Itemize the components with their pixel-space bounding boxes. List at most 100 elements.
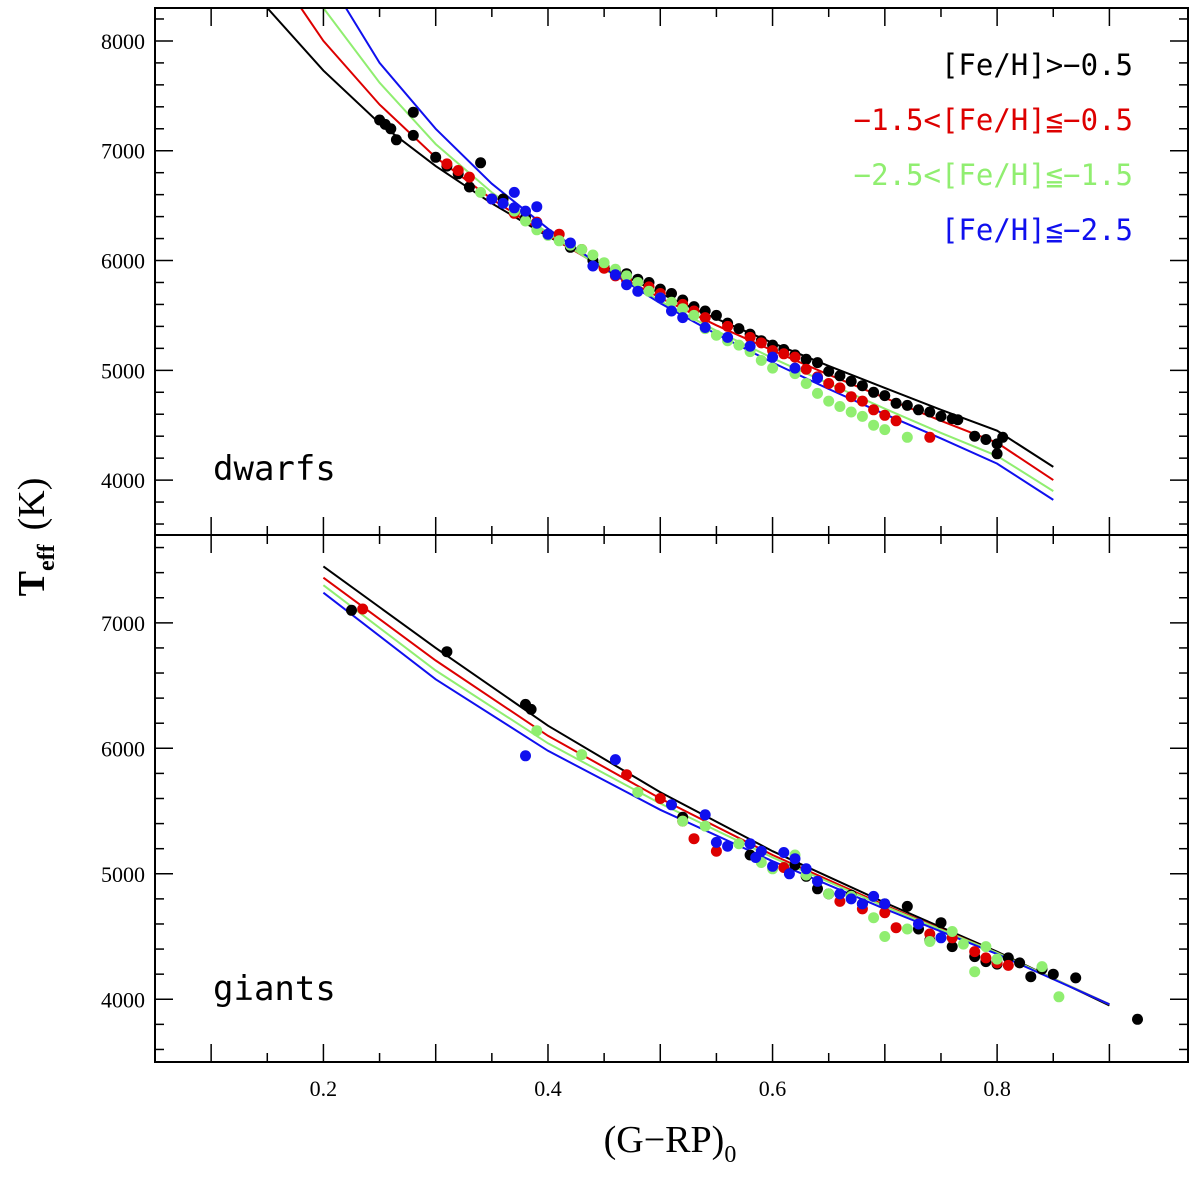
data-point-giants-s0-3 [525,703,537,715]
data-point-dwarfs-s3-4 [520,205,531,217]
x-axis-title: (G−RP)0 [604,1119,737,1168]
x-tick-label-0: 0.2 [310,1076,338,1101]
data-point-dwarfs-s0-46 [935,410,947,422]
data-point-giants-s2-21 [1036,961,1048,973]
data-point-giants-s1-0 [357,603,369,615]
data-point-dwarfs-s0-49 [969,430,981,442]
data-point-dwarfs-s0-5 [407,129,419,141]
data-point-dwarfs-s2-2 [520,215,531,227]
data-point-giants-s2-13 [879,931,891,942]
data-point-dwarfs-s3-7 [542,228,554,240]
y-axis-title-subscript: eff [34,543,60,571]
data-point-giants-s3-11 [783,868,795,880]
data-point-dwarfs-s0-38 [845,375,857,387]
data-point-giants-s3-9 [767,860,779,872]
x-axis-title-subscript: 0 [724,1142,736,1168]
data-point-giants-s1-10 [890,922,902,934]
data-point-giants-s1-1 [621,769,633,781]
data-point-giants-s3-17 [856,898,868,910]
data-point-dwarfs-s3-2 [508,202,520,214]
data-point-giants-s0-26 [1070,972,1082,984]
data-point-dwarfs-s2-33 [879,424,891,436]
data-point-dwarfs-s2-24 [767,362,779,374]
data-point-dwarfs-s0-28 [733,323,745,335]
data-point-giants-s3-13 [800,863,812,875]
data-point-dwarfs-s1-15 [699,312,711,324]
data-point-dwarfs-s1-26 [845,391,857,403]
data-point-dwarfs-s3-18 [744,340,756,352]
data-point-dwarfs-s0-37 [834,370,846,382]
data-point-dwarfs-s3-9 [587,260,599,272]
data-point-dwarfs-s3-6 [531,217,543,229]
data-point-dwarfs-s0-2 [385,123,397,135]
data-point-dwarfs-s1-0 [441,158,453,170]
data-point-giants-s2-16 [946,926,958,937]
legend: [Fe/H]>−0.5 −1.5<[Fe/H]≦−0.5 −2.5<[Fe/H]… [854,48,1133,247]
fit-curve-dwarfs-black [266,8,1054,468]
data-point-dwarfs-s2-31 [856,410,868,422]
data-point-giants-s0-23 [1025,971,1037,983]
y-tick-label-dwarfs-4000: 4000 [101,468,145,493]
data-point-giants-s2-10 [823,888,835,900]
data-point-dwarfs-s1-25 [834,382,846,394]
data-point-giants-s3-14 [812,875,823,887]
data-point-dwarfs-s1-28 [868,404,880,416]
data-point-dwarfs-s0-10 [475,157,487,169]
data-point-giants-s2-5 [733,838,745,850]
legend-entry-intermediate: −1.5<[Fe/H]≦−0.5 [854,103,1133,137]
data-point-dwarfs-s0-52 [997,431,1009,443]
y-axis-title-main: T [11,571,53,596]
data-point-dwarfs-s3-12 [632,285,644,297]
data-point-dwarfs-s1-30 [890,415,902,427]
data-point-giants-s2-0 [531,725,543,737]
data-point-dwarfs-s0-26 [710,309,722,321]
panel-label-giants: giants [213,969,336,1009]
data-point-giants-s3-6 [744,838,756,850]
y-tick-label-giants-4000: 4000 [101,987,145,1012]
data-point-giants-s1-9 [879,907,891,919]
fit-curve-giants-red [322,576,1110,1006]
data-point-giants-s3-10 [778,847,790,858]
data-point-dwarfs-s2-16 [677,303,689,315]
data-point-giants-s0-0 [346,604,357,616]
data-point-giants-s3-8 [755,845,767,857]
data-point-giants-s3-5 [722,840,734,852]
data-point-giants-s2-14 [901,923,913,935]
data-point-dwarfs-s0-9 [463,181,475,193]
data-point-dwarfs-s2-5 [553,235,565,247]
data-point-dwarfs-s0-34 [800,353,812,365]
data-point-giants-s3-19 [879,898,891,910]
data-point-dwarfs-s2-21 [733,339,745,351]
data-point-dwarfs-s3-5 [531,201,543,213]
data-point-dwarfs-s0-45 [924,406,936,418]
data-point-giants-s2-15 [924,936,936,947]
data-point-dwarfs-s2-30 [845,406,857,418]
data-point-dwarfs-s2-27 [812,387,823,399]
data-point-dwarfs-s3-14 [666,305,677,317]
data-point-dwarfs-s3-16 [699,322,711,333]
fit-curve-giants-blue [322,591,1110,1006]
data-point-dwarfs-s0-53 [991,448,1003,460]
x-tick-label-2: 0.6 [759,1076,787,1101]
data-point-dwarfs-s3-13 [654,292,666,304]
data-point-dwarfs-s2-9 [598,257,610,269]
data-point-giants-s3-0 [520,750,531,762]
data-point-giants-s0-27 [1132,1013,1143,1025]
data-point-dwarfs-s3-21 [812,372,823,384]
data-point-dwarfs-s3-10 [609,269,621,281]
y-tick-label-giants-6000: 6000 [101,736,145,761]
data-point-dwarfs-s0-35 [812,357,823,369]
axis-ticks-layer: 4000 5000 6000 7000 8000 4000 5000 6000 7000 0.2 0… [101,8,1188,1101]
data-point-dwarfs-s3-11 [621,279,633,291]
fit-curve-dwarfs-green [322,8,1054,492]
data-point-giants-s2-17 [957,938,969,950]
data-point-giants-s2-2 [632,786,644,798]
data-point-giants-s1-2 [654,793,666,804]
data-point-dwarfs-s2-8 [587,249,599,261]
data-point-dwarfs-s1-31 [924,431,936,443]
data-point-giants-s1-4 [688,833,700,845]
data-point-dwarfs-s0-50 [980,434,992,445]
data-point-dwarfs-s0-22 [666,288,677,299]
data-point-giants-s3-4 [710,836,722,848]
